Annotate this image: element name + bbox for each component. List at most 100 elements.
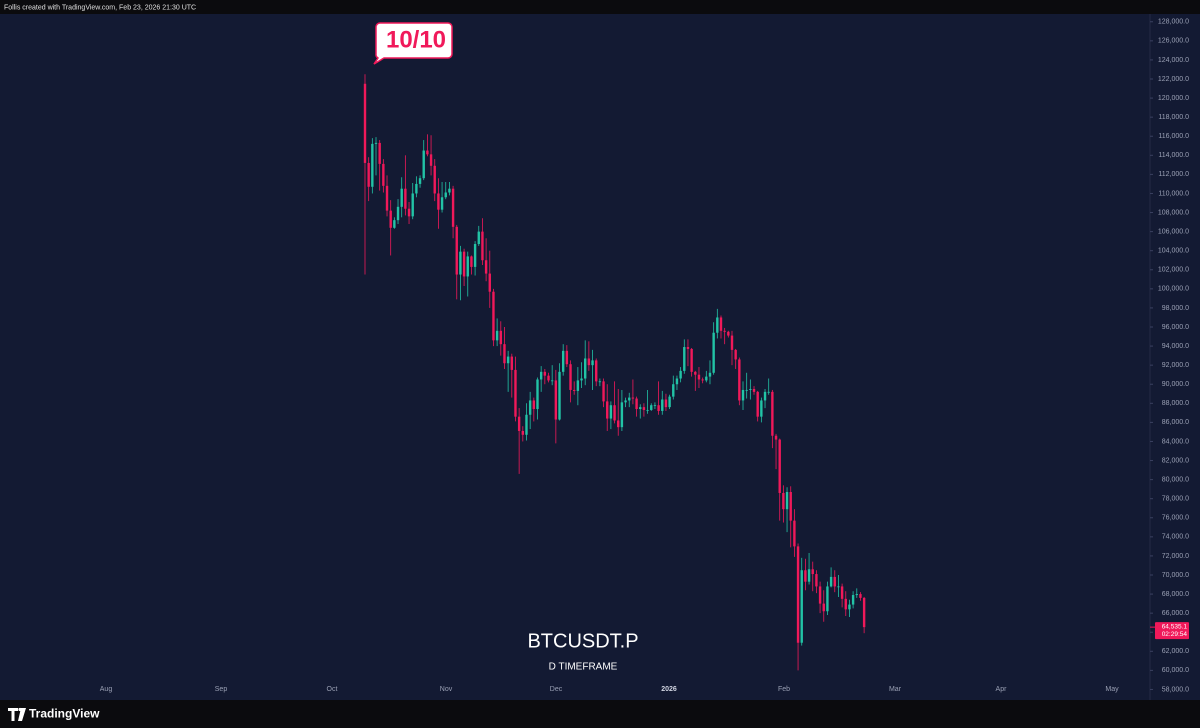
candle-body	[455, 226, 458, 275]
candle-body	[528, 400, 532, 415]
y-tick-label: 100,000.0	[1158, 286, 1189, 293]
candle-body	[595, 360, 598, 382]
y-tick-label: 66,000.0	[1162, 610, 1189, 617]
candle-body	[708, 372, 712, 377]
candle-body	[492, 291, 495, 341]
candle-body	[521, 430, 525, 435]
y-tick-label: 108,000.0	[1158, 209, 1189, 216]
candle-body	[646, 409, 649, 411]
candle-body	[415, 183, 418, 194]
candle-body	[785, 492, 789, 510]
y-tick-label: 86,000.0	[1162, 419, 1189, 426]
candle-body	[833, 576, 836, 587]
candle-body	[448, 188, 451, 193]
candle-body	[506, 356, 510, 364]
candle-body	[609, 405, 613, 419]
y-tick-label: 94,000.0	[1162, 343, 1189, 350]
candle-body	[470, 256, 473, 267]
candle-body	[829, 576, 833, 587]
y-tick-label: 88,000.0	[1162, 400, 1189, 407]
candle-body	[859, 594, 862, 598]
candle-body	[756, 391, 759, 417]
y-tick-label: 70,000.0	[1162, 572, 1189, 579]
x-tick-label: May	[1105, 686, 1119, 693]
y-tick-label: 68,000.0	[1162, 591, 1189, 598]
candle-body	[367, 162, 370, 187]
candle-body	[510, 356, 513, 370]
candle-body	[668, 396, 671, 408]
candle-body	[855, 594, 858, 596]
candle-body	[752, 389, 756, 392]
candle-body	[558, 371, 561, 420]
candle-body	[598, 381, 602, 383]
tv-logo	[8, 707, 26, 721]
last-price-box	[1155, 622, 1189, 640]
header-text: Follis created with TradingView.com, Feb…	[4, 4, 196, 11]
candle-body	[602, 381, 605, 402]
x-tick-label: Nov	[440, 686, 453, 693]
y-tick-label: 110,000.0	[1158, 190, 1189, 197]
candle-body	[532, 400, 536, 410]
candle-body	[664, 399, 668, 408]
candle-body	[789, 492, 792, 521]
footer-brand: TradingView	[29, 707, 100, 721]
y-tick-label: 58,000.0	[1162, 686, 1189, 693]
candle-body	[697, 374, 701, 380]
candle-body	[617, 420, 620, 428]
y-tick-label: 104,000.0	[1158, 248, 1189, 255]
candle-body	[851, 595, 855, 605]
candle-body	[547, 375, 550, 381]
header-bar	[0, 0, 1200, 14]
y-tick-label: 116,000.0	[1158, 133, 1189, 140]
candle-body	[404, 188, 407, 209]
candle-body	[514, 369, 517, 417]
y-tick-label: 90,000.0	[1162, 381, 1189, 388]
x-tick-label: Oct	[327, 686, 338, 693]
x-tick-label: Apr	[996, 686, 1008, 693]
candle-body	[796, 546, 800, 643]
x-tick-label: Aug	[100, 686, 113, 693]
candle-body	[481, 231, 484, 261]
candle-body	[561, 350, 565, 372]
candle-body	[738, 359, 741, 401]
candle-body	[767, 391, 770, 393]
y-tick-label: 80,000.0	[1162, 476, 1189, 483]
y-tick-label: 114,000.0	[1158, 152, 1189, 159]
candle-body	[462, 251, 466, 277]
callout-text: 10/10	[386, 26, 446, 53]
candle-body	[683, 347, 686, 371]
candle-body	[686, 347, 690, 349]
y-tick-label: 118,000.0	[1158, 114, 1189, 121]
candle-body	[591, 360, 594, 366]
last-price-label: 64,535.1	[1162, 623, 1188, 630]
y-tick-label: 60,000.0	[1162, 667, 1189, 674]
candle-body	[429, 154, 433, 166]
candle-body	[569, 364, 572, 390]
x-tick-label: 2026	[661, 686, 677, 693]
candle-body	[396, 206, 400, 221]
y-tick-label: 76,000.0	[1162, 515, 1189, 522]
x-tick-label: Mar	[889, 686, 902, 693]
candle-body	[719, 317, 723, 331]
x-tick-label: Sep	[215, 686, 228, 693]
candle-body	[716, 317, 719, 333]
candle-body	[433, 165, 436, 194]
candle-body	[389, 210, 392, 228]
candle-body	[473, 244, 477, 267]
candle-body	[580, 378, 583, 381]
candle-body	[822, 603, 825, 612]
candle-body	[374, 142, 378, 144]
candle-body	[723, 330, 726, 332]
candle-body	[613, 405, 616, 421]
candle-body	[495, 330, 499, 341]
candle-body	[763, 391, 767, 401]
candle-body	[624, 400, 627, 403]
candle-body	[811, 569, 814, 575]
plot: 58,000.060,000.062,000.064,000.066,000.0…	[100, 19, 1189, 694]
candle-body	[400, 188, 403, 207]
candle-body	[628, 397, 631, 401]
candle-body	[382, 163, 385, 186]
candle-body	[749, 389, 752, 390]
candle-body	[393, 220, 396, 228]
candle-body	[778, 439, 781, 493]
